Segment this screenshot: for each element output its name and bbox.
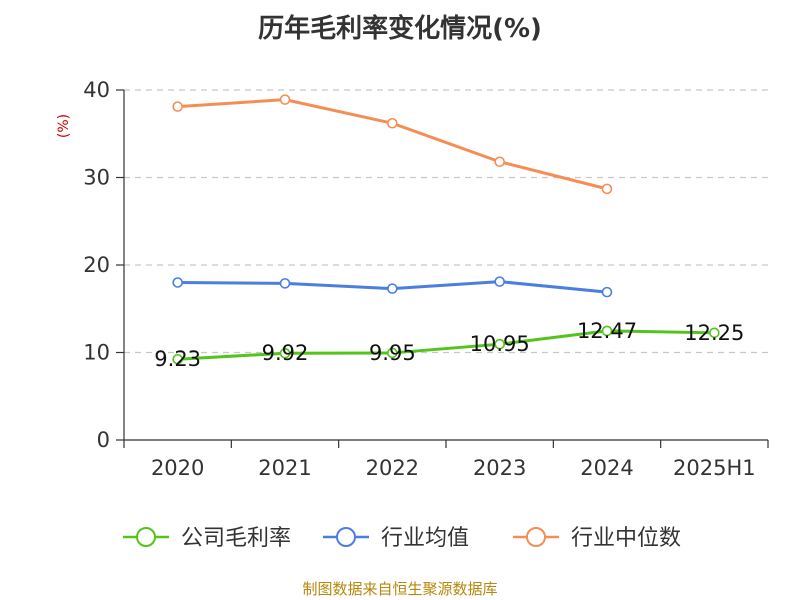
x-tick-label: 2022: [366, 456, 419, 480]
data-point: [279, 347, 291, 359]
data-point: [279, 278, 291, 289]
series-line: [177, 329, 715, 361]
data-point: [494, 276, 505, 287]
series-line: [177, 98, 608, 191]
y-tick-label: 10: [83, 341, 110, 365]
data-point: [387, 347, 398, 359]
legend-marker: [336, 527, 356, 547]
data-point: [172, 277, 183, 288]
y-tick-label: 30: [83, 166, 110, 190]
source-note: 制图数据来自恒生聚源数据库: [302, 580, 498, 598]
data-label: 9.23: [154, 347, 201, 371]
data-label: 9.95: [369, 341, 416, 365]
data-point: [494, 338, 505, 350]
legend-label: 行业均值: [381, 526, 469, 551]
data-label: 12.25: [684, 321, 744, 345]
x-tick-label: 2021: [258, 456, 311, 480]
legend-marker: [136, 527, 156, 547]
y-tick-label: 20: [83, 253, 110, 277]
data-label: 9.92: [262, 341, 309, 365]
x-tick-label: 2020: [151, 456, 204, 480]
data-label: 10.95: [470, 332, 530, 356]
x-tick-label: 2024: [580, 456, 633, 480]
y-tick-label: 0: [97, 428, 110, 452]
x-tick-label: 2025H1: [673, 456, 756, 480]
data-point: [387, 283, 398, 294]
data-label: 12.47: [577, 319, 637, 343]
data-point: [279, 94, 291, 105]
data-point: [601, 325, 613, 337]
data-point: [709, 327, 720, 339]
data-point: [387, 117, 398, 129]
data-point: [601, 286, 613, 298]
data-point: [601, 183, 613, 195]
x-tick-label: 2023: [473, 456, 526, 480]
data-point: [172, 101, 183, 112]
chart-title: 历年毛利率变化情况(%): [258, 14, 542, 44]
data-point: [172, 353, 183, 365]
legend-marker: [526, 527, 546, 547]
y-tick-label: 40: [83, 78, 110, 102]
legend-label: 公司毛利率: [181, 526, 291, 551]
y-axis-unit: (%): [56, 114, 72, 138]
data-point: [494, 156, 505, 168]
legend-label: 行业中位数: [571, 526, 681, 551]
